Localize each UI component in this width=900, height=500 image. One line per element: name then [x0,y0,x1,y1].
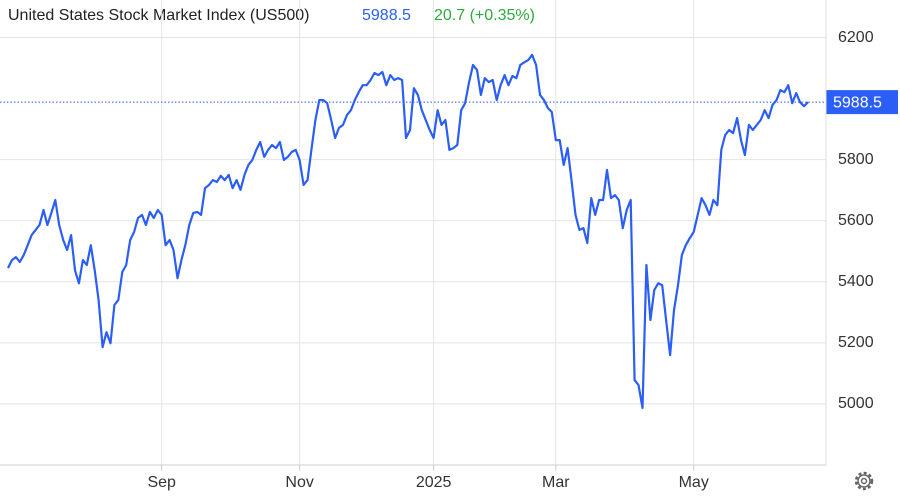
change: 20.7 (+0.35%) [434,7,535,24]
gear-body [857,474,871,488]
last-price-badge [826,90,898,115]
settings-icon[interactable] [854,471,874,491]
y-tick-label: 5800 [838,151,874,168]
gear-hole [860,477,868,485]
price-line [7,53,809,409]
x-tick-label: May [679,474,709,491]
y-tick-label: 5200 [838,334,874,351]
y-tick-label: 5600 [838,212,874,229]
x-tick-label: Mar [542,474,570,491]
x-tick-label: Nov [285,474,313,491]
x-tick-label: 2025 [416,474,452,491]
price: 5988.5 [362,7,411,24]
y-tick-label: 5400 [838,273,874,290]
x-tick-label: Sep [147,474,176,491]
chart-title: United States Stock Market Index (US500) [8,7,309,24]
last-price-label: 5988.5 [833,94,882,111]
y-tick-label: 6200 [838,29,874,46]
y-tick-label: 5000 [838,395,874,412]
gear-teeth [854,471,874,491]
